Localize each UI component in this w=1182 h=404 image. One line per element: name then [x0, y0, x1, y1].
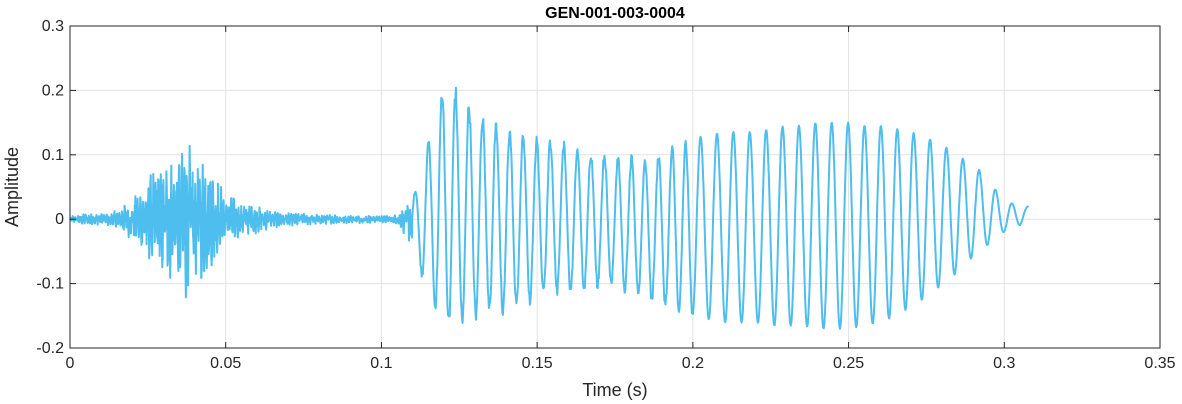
y-tick-label: 0.3 — [42, 18, 64, 35]
x-tick-label: 0.3 — [993, 355, 1015, 372]
plot-frame — [69, 25, 1161, 349]
chart-title: GEN-001-003-0004 — [545, 5, 685, 22]
y-axis-label: Amplitude — [2, 147, 22, 227]
x-tick-label: 0 — [66, 355, 75, 372]
y-tick-label: 0 — [55, 211, 64, 228]
y-tick-label: 0.2 — [42, 82, 64, 99]
x-tick-label: 0.35 — [1144, 355, 1175, 372]
axis-ticks: 0 0.05 0.1 0.15 0.2 0.25 0.3 0.35 -0.2 -0.1 0 0.1 0.… — [36, 18, 1175, 372]
y-tick-label: 0.1 — [42, 147, 64, 164]
y-tick-label: -0.2 — [36, 340, 64, 357]
x-axis-label: Time (s) — [582, 380, 647, 400]
y-tick-label: -0.1 — [36, 276, 64, 293]
x-tick-label: 0.1 — [370, 355, 392, 372]
x-tick-label: 0.05 — [210, 355, 241, 372]
x-tick-label: 0.2 — [682, 355, 704, 372]
x-tick-label: 0.15 — [522, 355, 553, 372]
x-tick-label: 0.25 — [833, 355, 864, 372]
signal-series — [69, 86, 1030, 330]
waveform-line — [69, 86, 1030, 330]
